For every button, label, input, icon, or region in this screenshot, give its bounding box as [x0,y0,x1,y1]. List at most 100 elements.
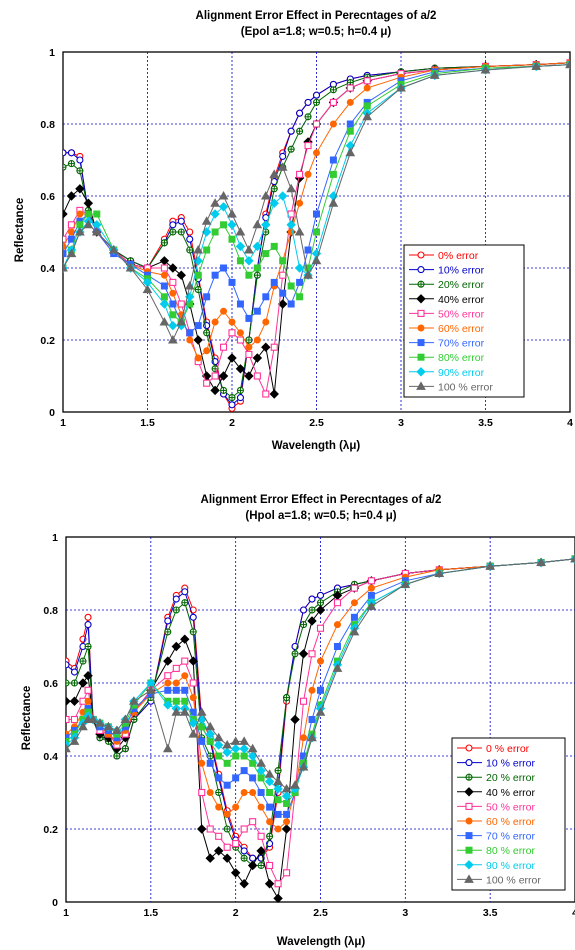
data-point [188,656,198,666]
data-point [298,649,309,659]
data-point [66,696,71,706]
data-point [181,672,189,680]
data-point [235,241,246,252]
data-point [171,707,182,716]
legend-marker [417,339,425,347]
legend-marker [465,846,473,854]
legend-label: 80 % error [486,845,536,857]
data-point [279,289,287,297]
data-point [67,235,75,243]
data-point [177,217,185,225]
x-tick-label: 2 [233,907,239,919]
data-point [169,311,177,319]
data-point [283,869,291,877]
data-point [70,679,79,687]
data-point [261,342,271,352]
data-point [316,624,325,632]
x-axis-label: Wavelength (λμ) [272,440,361,452]
data-point [363,102,371,110]
data-point [84,686,92,694]
legend-entry: 50 % error [457,801,536,813]
data-point [329,170,337,178]
data-point [188,729,199,738]
data-point [316,591,325,599]
data-point [570,553,575,563]
data-point [247,860,258,871]
x-tick-label: 3 [398,417,404,429]
data-point [294,263,305,273]
data-point [298,761,309,771]
data-point [236,386,244,394]
chart-subtitle: (Hpol a=1.8; w=0.5; h=0.4 μ) [245,510,396,522]
y-axis-label: Reflectance [14,198,26,263]
series-5 [63,59,570,398]
x-tick-label: 1 [60,417,66,429]
y-tick-label: 0.2 [43,824,58,836]
data-point [236,329,244,337]
data-point [203,293,211,301]
data-point [332,663,343,672]
x-tick-label: 3 [402,907,408,919]
data-point [211,271,219,279]
data-point [84,210,92,218]
data-point [296,293,304,301]
data-point [290,714,300,725]
data-point [76,156,84,164]
y-tick-label: 0 [49,407,55,419]
data-point [287,300,295,308]
data-point [249,759,257,767]
legend-marker [464,874,474,883]
data-point [304,170,312,178]
legend-marker [465,802,473,810]
data-point [313,228,320,236]
data-point [333,643,341,650]
data-point [75,226,85,236]
legend-entry: 20 % error [457,772,536,784]
chart-subtitle: (Epol a=1.8; w=0.5; h=0.4 μ) [241,26,392,38]
data-point [164,617,172,625]
data-point [213,732,224,742]
data-point [230,736,241,745]
data-point [247,743,258,753]
data-point [257,861,265,870]
data-point [300,734,308,742]
data-point [220,386,228,394]
data-point [125,262,136,272]
data-point [222,747,232,758]
data-point [329,98,337,106]
data-point [283,694,291,702]
data-point [181,599,189,607]
data-point [312,120,321,128]
data-point [232,752,240,760]
data-point [159,299,170,309]
data-point [279,271,287,279]
y-tick-label: 1 [49,47,55,59]
data-point [367,584,375,592]
data-point [76,167,84,175]
legend-label: 60% error [438,323,485,335]
data-point [296,109,304,117]
data-point [240,854,248,862]
data-point [228,235,236,243]
data-point [201,216,212,225]
data-point [317,657,324,665]
data-point [262,318,270,326]
legend-marker [417,251,425,259]
data-point [313,149,320,157]
legend-label: 20% error [438,279,485,291]
data-point [213,740,224,750]
data-point [230,743,241,754]
legend-entry: 50% error [409,308,485,320]
x-tick-label: 3.5 [483,907,498,919]
legend-label: 10% error [438,265,485,277]
data-point [281,783,292,793]
data-point [329,120,337,128]
x-tick-label: 4 [567,417,573,429]
data-point [218,202,229,212]
data-point [177,228,185,236]
data-point [262,390,270,398]
data-point [253,307,261,315]
legend-entry: 70 % error [457,831,536,843]
data-point [277,299,288,309]
data-point [253,372,261,380]
